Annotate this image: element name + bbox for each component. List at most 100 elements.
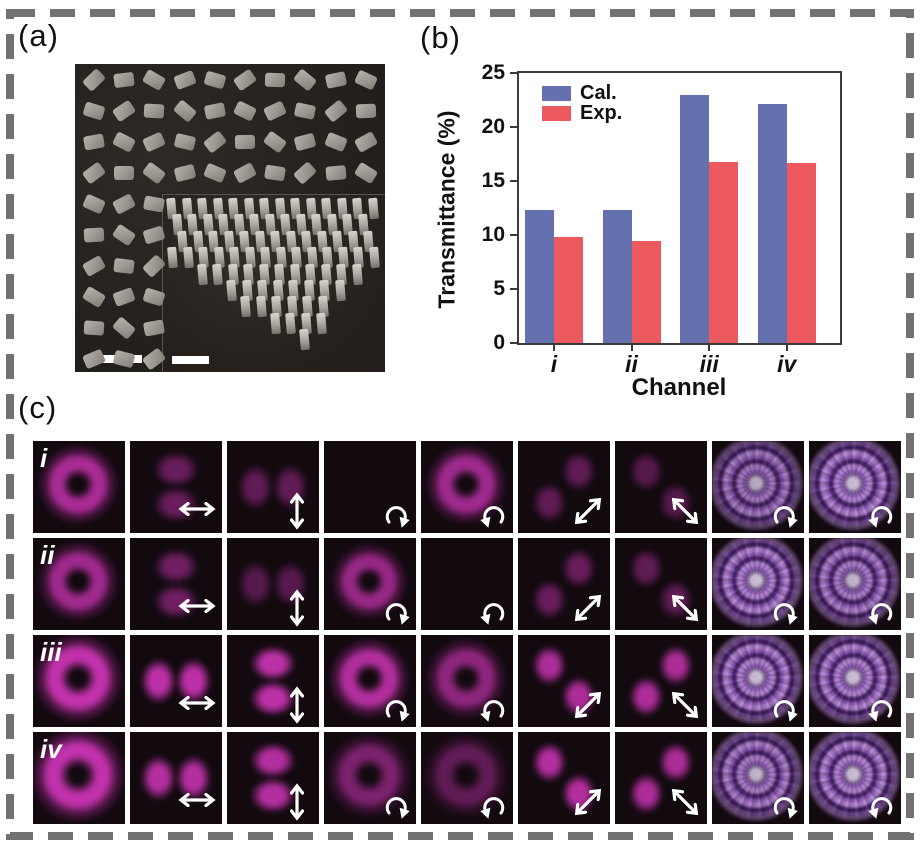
nanopillar-top-view <box>83 227 105 243</box>
panel-b-label: (b) <box>420 20 461 55</box>
mode-image-ii-col2 <box>130 538 222 630</box>
nanopillar-side-view <box>351 263 363 285</box>
two-lobe-mode <box>518 732 610 824</box>
nanopillar-top-view <box>82 348 106 370</box>
nanopillar-top-view <box>113 257 135 275</box>
nanopillar-top-view <box>203 70 227 90</box>
mode-image-i-col7 <box>615 441 707 533</box>
mode-image-ii-col9 <box>809 538 901 630</box>
rotation-cw-arrow-icon <box>383 598 410 625</box>
nanopillar-top-view <box>82 101 106 121</box>
nanopillar-top-view <box>293 68 318 92</box>
nanopillar-side-view <box>167 246 178 269</box>
polarization-h-arrow-icon <box>177 586 217 626</box>
vortex-ring-mode <box>326 637 414 725</box>
mode-image-i-col1: i <box>33 441 125 533</box>
sem-inset-image <box>162 194 385 372</box>
nanopillar-top-view <box>203 102 226 120</box>
mode-image-iv-col9 <box>809 732 901 824</box>
rotation-cw-arrow-icon <box>771 792 798 819</box>
rotation-cw-arrow-icon <box>771 695 798 722</box>
two-lobe-mode <box>130 538 222 630</box>
nanopillar-top-view <box>142 68 167 92</box>
nanopillar-top-view <box>112 131 137 153</box>
nanopillar-side-view <box>367 197 379 220</box>
mode-image-i-col4 <box>324 441 416 533</box>
polarization-h-arrow-icon <box>177 489 217 529</box>
nanopillar-side-view <box>285 312 296 335</box>
mode-image-iii-col2 <box>130 635 222 727</box>
mode-image-iii-col1: iii <box>33 635 125 727</box>
y-tick-label-0: 0 <box>493 331 505 354</box>
mode-image-i-col6 <box>518 441 610 533</box>
mode-image-i-col5 <box>421 441 513 533</box>
nanopillar-top-view <box>113 71 135 89</box>
rotation-cw-arrow-icon <box>771 501 798 528</box>
nanopillar-top-view <box>81 254 107 278</box>
vortex-ring-mode <box>423 637 511 725</box>
nanopillar-top-view <box>173 163 196 183</box>
nanopillar-top-view <box>112 287 136 307</box>
vortex-ring-mode <box>33 732 125 824</box>
mode-image-iii-col4 <box>324 635 416 727</box>
mode-image-iii-col7 <box>615 635 707 727</box>
vortex-ring-mode <box>35 540 123 628</box>
x-tick-label-i: i <box>550 351 558 377</box>
speckle-interference-pattern <box>809 441 901 533</box>
nanopillar-top-view <box>294 102 317 120</box>
nanopillar-side-view <box>334 279 346 302</box>
rotation-cw-arrow-icon <box>383 695 410 722</box>
nanopillar-top-view <box>114 166 135 180</box>
nanopillar-top-view <box>353 161 378 185</box>
rotation-ccw-arrow-icon <box>480 792 507 819</box>
x-tick-label-iv: iv <box>777 351 797 377</box>
polarization-d45-arrow-icon <box>560 774 610 824</box>
nanopillar-side-view <box>368 246 380 269</box>
nanopillar-top-view <box>82 133 106 151</box>
mode-image-iv-col6 <box>518 732 610 824</box>
nanopillar-top-view <box>144 103 165 119</box>
nanopillar-top-view <box>81 68 107 92</box>
nanopillar-top-view <box>353 131 378 153</box>
nanopillar-top-view <box>172 99 197 123</box>
nanopillar-top-view <box>81 161 107 185</box>
nanopillar-top-view <box>355 103 377 119</box>
two-lobe-mode <box>130 441 222 533</box>
y-tick-label-20: 20 <box>481 115 505 138</box>
x-axis-label: Channel <box>631 374 727 401</box>
mode-image-ii-col7 <box>615 538 707 630</box>
nanopillar-side-view <box>196 263 208 285</box>
y-tick-mark <box>510 180 517 182</box>
rotation-ccw-arrow-icon <box>868 598 895 625</box>
panel-c-label: (c) <box>18 390 58 425</box>
mode-image-iv-col5 <box>421 732 513 824</box>
two-lobe-mode <box>227 441 319 533</box>
mode-image-iii-col5 <box>421 635 513 727</box>
nanopillar-top-view <box>262 130 288 154</box>
y-tick-mark <box>510 126 517 128</box>
scale-bar-inset <box>172 356 209 364</box>
mode-image-ii-col8 <box>712 538 804 630</box>
y-tick-mark <box>510 288 517 290</box>
mode-image-iii-col3 <box>227 635 319 727</box>
nanopillar-top-view <box>81 285 107 309</box>
nanopillar-top-view <box>83 320 105 336</box>
polarization-v-arrow-icon <box>277 588 317 628</box>
nanopillar-top-view <box>142 161 167 185</box>
two-lobe-mode <box>130 635 222 727</box>
speckle-interference-pattern <box>809 538 901 630</box>
rotation-ccw-arrow-icon <box>480 695 507 722</box>
nanopillar-top-view <box>143 195 166 213</box>
nanopillar-top-view <box>263 100 288 122</box>
rotation-ccw-arrow-icon <box>480 598 507 625</box>
bar-cal-iii <box>680 94 710 343</box>
legend-swatch-exp <box>542 105 571 121</box>
two-lobe-mode <box>518 538 610 630</box>
mode-image-grid: i ii iii iv <box>33 441 901 824</box>
rotation-cw-arrow-icon <box>383 501 410 528</box>
nanopillar-top-view <box>264 164 287 182</box>
vortex-ring-mode <box>35 443 123 531</box>
two-lobe-mode <box>227 635 319 727</box>
mode-image-ii-col3 <box>227 538 319 630</box>
